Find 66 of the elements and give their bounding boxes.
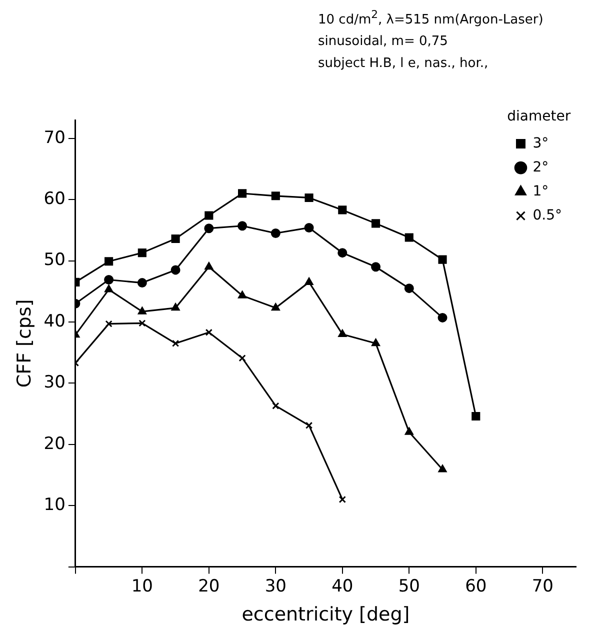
y-tick-label: 70 [44,128,66,148]
y-tick-label: 60 [44,188,66,209]
point [104,284,114,292]
point [104,257,114,266]
point [371,219,380,228]
point [271,192,280,200]
point [204,224,214,234]
point [138,306,146,314]
text: subject H.B, l e, nas., hor., [318,55,490,74]
x-tick-label: 20 [198,576,220,596]
point [304,277,314,285]
x-tick-label: 10 [131,576,153,596]
point [404,284,414,294]
point [172,340,180,347]
point [204,211,214,220]
x-axis-title: eccentricity [deg] [242,604,410,626]
text: sinusoidal, m= 0,75 [318,33,449,52]
point [238,354,246,362]
legend-label: 2° [532,159,549,176]
y-tick-label: 20 [44,434,66,454]
point [371,262,381,272]
point [338,206,347,214]
point [138,320,146,327]
y-tick-label: 10 [44,495,66,516]
point [438,312,448,322]
point [472,412,480,421]
x-tick-label: 40 [332,576,354,596]
x-tick-label: 50 [398,576,420,596]
point [238,221,248,231]
point [438,464,447,472]
text: 10 cd/m$^{2}$, λ=515 nm(Argon-Laser) [318,7,544,30]
point [105,320,112,328]
legend-label: 3° [532,135,549,152]
point [171,303,180,311]
y-tick-label: 50 [44,250,66,270]
point [304,222,314,232]
point [204,262,214,270]
x-tick-label: 60 [465,576,487,596]
point [138,248,146,258]
point [171,234,180,244]
legend-label: 0.5° [532,207,562,224]
point [305,422,313,429]
y-tick-label: 40 [44,311,66,332]
point [271,303,280,311]
point [205,328,212,336]
point [270,228,280,238]
point [272,402,280,410]
point [338,496,346,504]
point [304,193,314,202]
point [372,338,380,346]
point [137,278,147,288]
legend-title: diameter [507,108,571,125]
point [338,329,347,337]
point [238,189,247,198]
point [104,274,114,284]
point [170,265,180,275]
point [238,290,246,298]
y-axis-title: CFF [cps] [13,299,36,388]
point [438,255,447,264]
x-tick-label: 30 [264,576,286,596]
x-tick-label: 70 [532,576,554,596]
point [404,427,414,435]
point [404,233,414,242]
y-tick-label: 30 [44,372,66,393]
legend-label: 1° [532,183,549,200]
point [338,248,348,258]
